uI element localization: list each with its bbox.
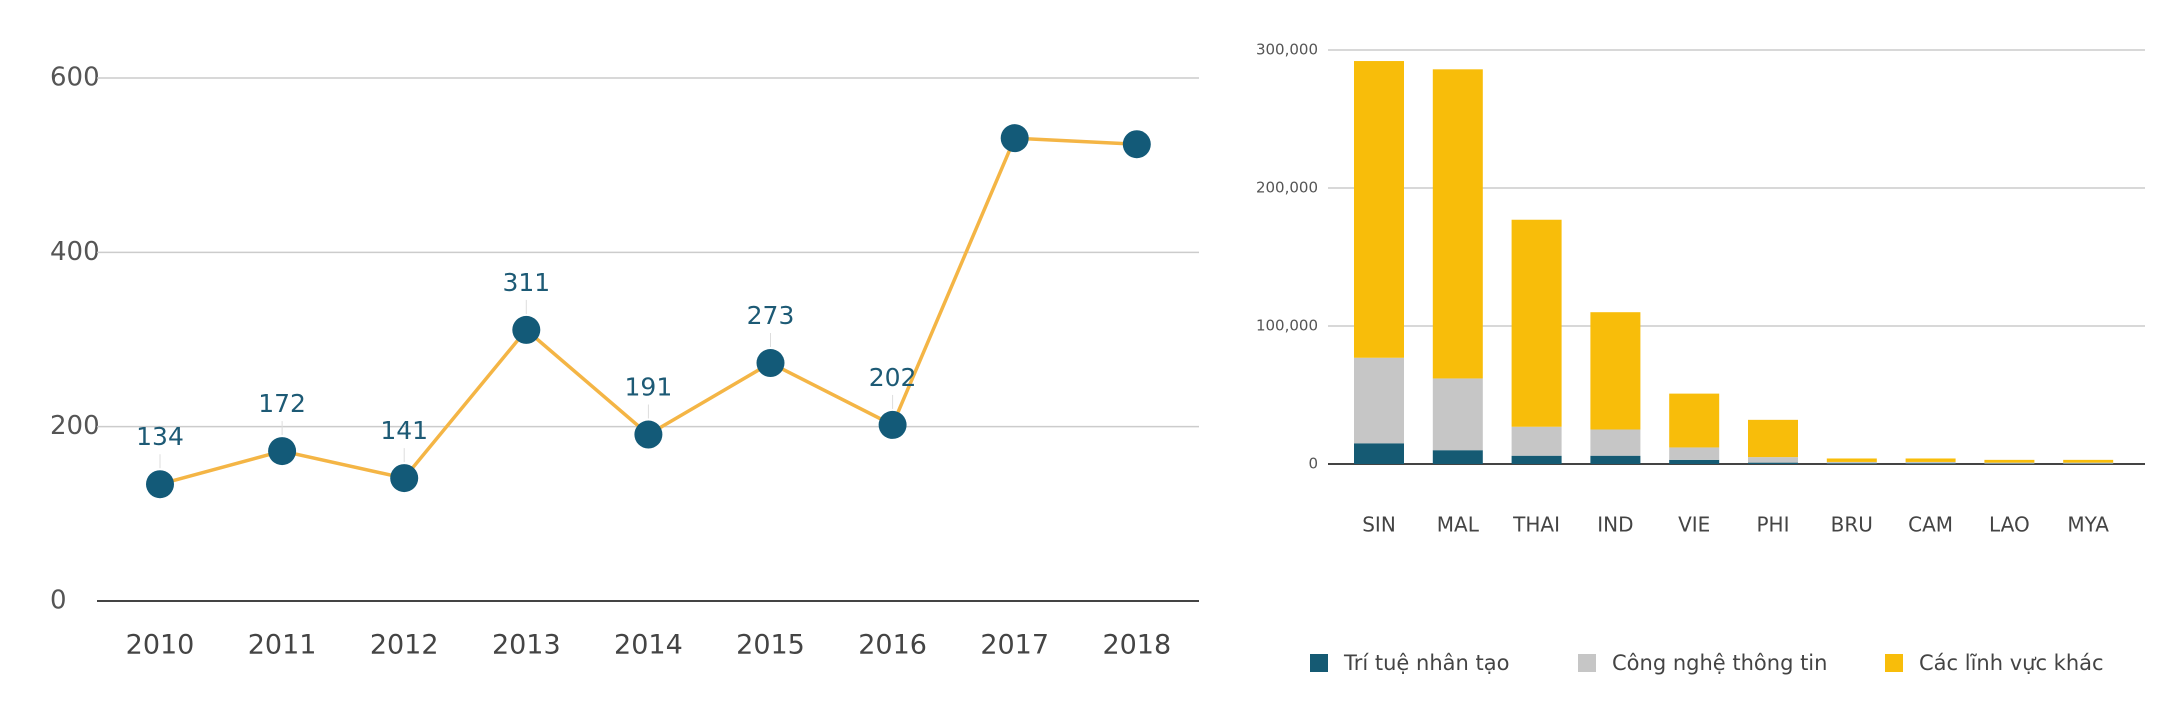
x-tick-label: CAM xyxy=(1908,513,1953,537)
y-tick-label: 100,000 xyxy=(1256,317,1318,335)
bar-segment xyxy=(1432,450,1483,464)
bar-segment xyxy=(1432,69,1483,379)
bar-segment xyxy=(1590,455,1641,464)
x-tick-label: 2012 xyxy=(370,630,439,661)
y-tick-label: 0 xyxy=(1308,455,1318,473)
x-tick-label: 2010 xyxy=(126,630,195,661)
data-label: 141 xyxy=(380,416,428,445)
x-tick-label: SIN xyxy=(1362,513,1396,537)
bar-segment xyxy=(1354,61,1404,358)
bar-segment xyxy=(2063,462,2114,464)
bar-segment xyxy=(1826,461,1877,464)
x-tick-label: 2013 xyxy=(492,630,561,661)
x-tick-label: PHI xyxy=(1757,513,1790,537)
bar-segment xyxy=(1905,458,1956,462)
x-tick-label: 2018 xyxy=(1102,630,1171,661)
y-tick-label: 600 xyxy=(50,63,100,93)
x-tick-label: 2016 xyxy=(858,630,927,661)
x-tick-label: MAL xyxy=(1437,513,1480,537)
marker xyxy=(268,437,297,466)
data-label: 202 xyxy=(869,363,917,392)
data-label: 273 xyxy=(747,301,795,330)
x-tick-label: BRU xyxy=(1831,513,1873,537)
x-tick-label: 2011 xyxy=(248,630,317,661)
marker xyxy=(390,464,419,493)
legend-label: Trí tuệ nhân tạo xyxy=(1343,651,1509,675)
marker xyxy=(756,349,785,378)
bar-segment xyxy=(1511,426,1562,456)
marker xyxy=(512,315,541,344)
bar-segment xyxy=(1511,219,1562,427)
bar-segment xyxy=(1826,458,1877,462)
y-tick-label: 300,000 xyxy=(1256,41,1318,59)
legend-label: Công nghệ thông tin xyxy=(1612,651,1827,675)
x-tick-label: THAI xyxy=(1512,513,1560,537)
bar-segment xyxy=(1826,463,1877,464)
bar-segment xyxy=(1748,419,1798,458)
bar-segment xyxy=(1748,457,1798,463)
x-tick-label: LAO xyxy=(1989,513,2030,537)
legend-label: Các lĩnh vực khác xyxy=(1919,651,2104,675)
marker xyxy=(1122,130,1151,159)
bar-segment xyxy=(1354,357,1404,444)
x-tick-label: 2014 xyxy=(614,630,683,661)
marker xyxy=(878,410,907,439)
bar-segment xyxy=(1905,461,1956,464)
bar-segment xyxy=(1748,462,1798,464)
bar-segment xyxy=(1669,393,1720,448)
y-tick-label: 400 xyxy=(50,237,100,267)
legend-swatch xyxy=(1578,654,1596,672)
x-tick-label: MYA xyxy=(2067,513,2109,537)
data-label: 311 xyxy=(502,268,550,297)
y-tick-label: 200 xyxy=(50,411,100,441)
bar-segment xyxy=(1984,459,2035,463)
x-tick-label: IND xyxy=(1597,513,1633,537)
y-tick-label: 0 xyxy=(50,586,67,616)
bar-segment xyxy=(2063,459,2114,463)
y-tick-label: 200,000 xyxy=(1256,179,1318,197)
x-tick-label: VIE xyxy=(1678,513,1710,537)
data-label: 191 xyxy=(625,373,673,402)
bar-segment xyxy=(1511,455,1562,464)
bar-segment xyxy=(1669,447,1720,460)
bar-segment xyxy=(1432,378,1483,451)
x-tick-label: 2015 xyxy=(736,630,805,661)
data-label: 172 xyxy=(258,389,306,418)
x-tick-label: 2017 xyxy=(980,630,1049,661)
bar-segment xyxy=(1984,462,2035,464)
marker xyxy=(634,420,663,449)
marker xyxy=(1000,124,1029,153)
data-label: 134 xyxy=(136,422,184,451)
bar-segment xyxy=(1354,443,1404,464)
bar-segment xyxy=(1590,312,1641,430)
legend-swatch xyxy=(1310,654,1328,672)
bar-segment xyxy=(1905,463,1956,464)
bar-segment xyxy=(1590,429,1641,456)
marker xyxy=(146,470,174,499)
bar-segment xyxy=(1669,459,1720,464)
legend-swatch xyxy=(1885,654,1903,672)
